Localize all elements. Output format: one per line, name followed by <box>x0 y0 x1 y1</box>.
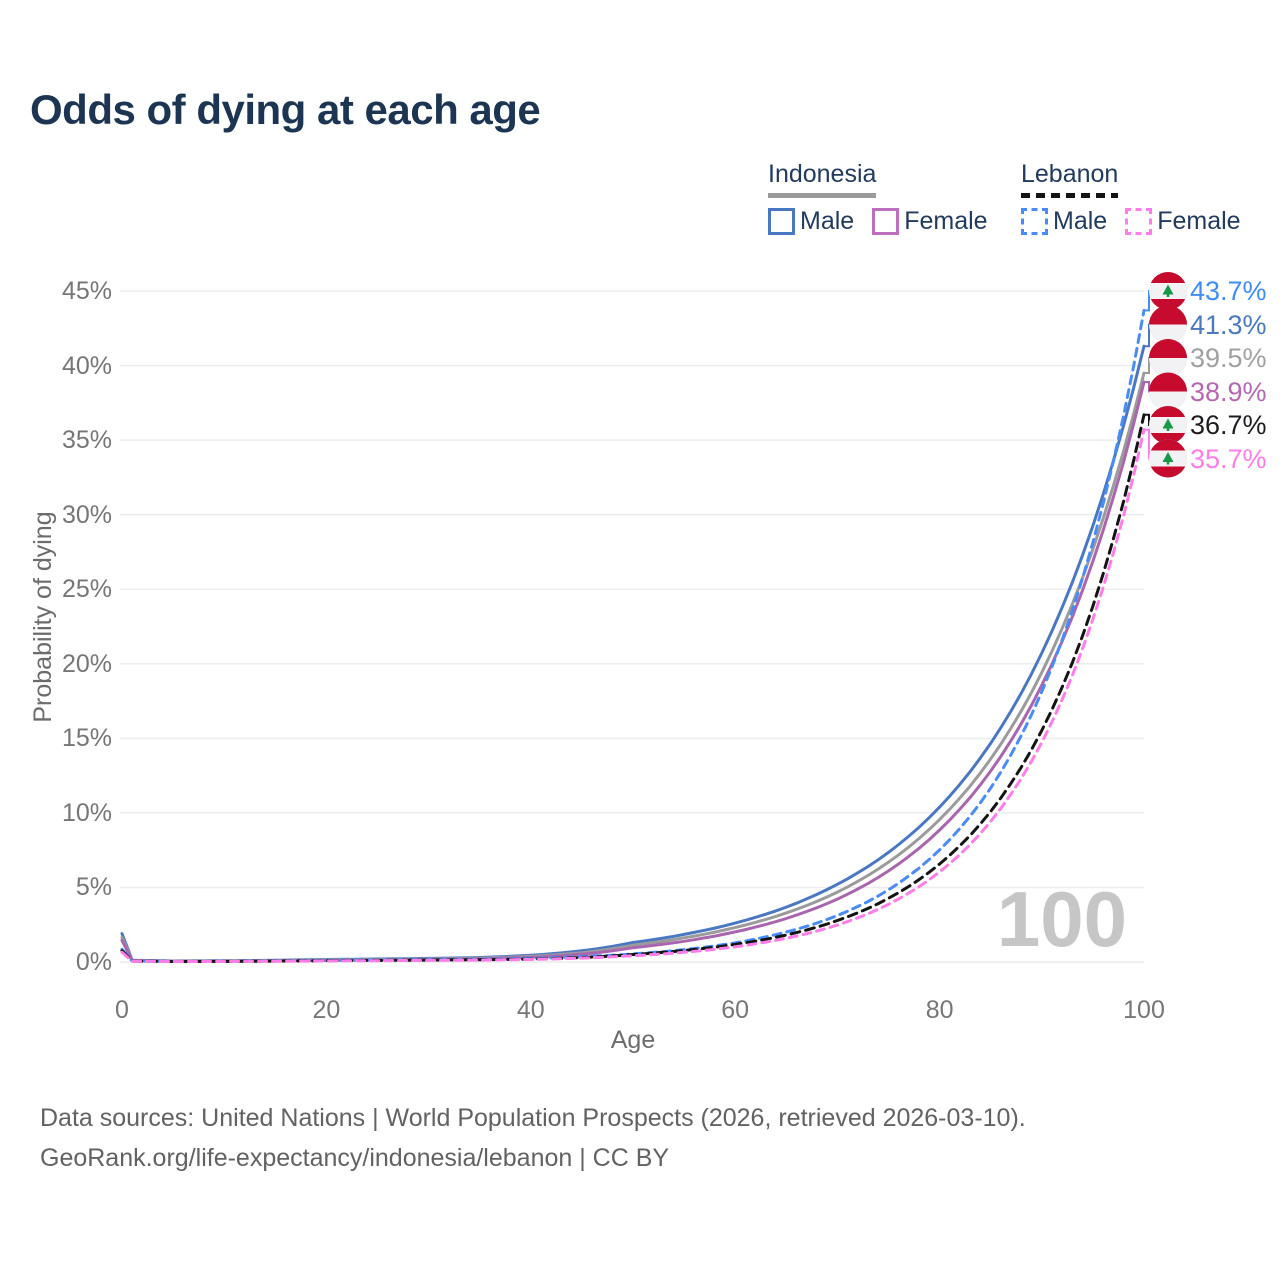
flag-icon-indonesia <box>1149 339 1187 377</box>
y-tick-label: 45% <box>61 277 112 305</box>
watermark-max-age: 100 <box>996 875 1127 963</box>
y-tick-label: 10% <box>61 798 112 827</box>
legend-label-lebanon-female: Female <box>1157 207 1241 235</box>
legend-swatch-lebanon-male[interactable] <box>1021 208 1048 235</box>
flag-icon-lebanon <box>1149 272 1187 310</box>
cedar-icon <box>1162 284 1174 297</box>
series-line-indonesia-male[interactable] <box>120 344 1146 963</box>
series-line-lebanon-male[interactable] <box>120 308 1146 963</box>
end-label-value: 41.3% <box>1190 309 1267 340</box>
y-tick-label: 0% <box>75 948 112 976</box>
end-label-value: 35.7% <box>1190 443 1267 474</box>
y-tick-label: 35% <box>61 426 112 455</box>
end-label-value: 38.9% <box>1190 376 1267 407</box>
y-tick-label: 30% <box>61 500 112 529</box>
end-label-value: 39.5% <box>1190 343 1267 373</box>
x-axis-title: Age <box>610 1026 656 1054</box>
y-tick-label: 25% <box>61 575 112 604</box>
flag-icon-lebanon <box>1149 439 1187 478</box>
legend-country-label: Indonesia <box>768 160 877 188</box>
legend-country-lebanon[interactable]: Lebanon <box>1021 160 1119 198</box>
legend-group-indonesia: Indonesia Male Female <box>768 160 1006 236</box>
series-line-lebanon-female[interactable] <box>120 428 1146 964</box>
x-tick-label: 60 <box>721 996 750 1024</box>
legend-label-indonesia-female: Female <box>904 207 988 235</box>
y-tick-label: 20% <box>61 649 112 678</box>
end-label-value: 43.7% <box>1190 276 1267 306</box>
series-line-indonesia-both-sexes[interactable] <box>120 371 1146 963</box>
flag-icon-lebanon <box>1149 406 1187 444</box>
flag-icon-indonesia <box>1149 305 1187 344</box>
y-tick-label: 5% <box>75 873 112 902</box>
legend-country-label: Lebanon <box>1021 160 1119 188</box>
legend-swatch-lebanon-female[interactable] <box>1125 208 1153 235</box>
legend-label-lebanon-male: Male <box>1053 207 1108 235</box>
flag-icon-indonesia <box>1149 372 1187 411</box>
footer-attribution: GeoRank.org/life-expectancy/indonesia/le… <box>40 1144 670 1172</box>
legend-country-indonesia[interactable]: Indonesia <box>768 160 877 198</box>
end-label-value: 36.7% <box>1190 410 1267 440</box>
x-tick-label: 100 <box>1123 996 1165 1024</box>
x-tick-label: 0 <box>115 996 129 1024</box>
cedar-icon <box>1162 418 1174 431</box>
x-tick-label: 80 <box>925 996 954 1024</box>
cedar-icon <box>1162 452 1174 465</box>
x-tick-label: 20 <box>312 996 341 1024</box>
legend-underline-dashed <box>1021 193 1119 198</box>
legend-swatch-indonesia-female[interactable] <box>872 208 900 235</box>
page-title: Odds of dying at each age <box>30 86 541 133</box>
legend-swatch-indonesia-male[interactable] <box>768 208 795 235</box>
legend-group-lebanon: Lebanon Male Female <box>1021 160 1259 236</box>
y-tick-label: 40% <box>61 351 112 380</box>
series-line-indonesia-female[interactable] <box>120 380 1146 963</box>
series-line-lebanon-both-sexes[interactable] <box>120 413 1146 963</box>
x-tick-label: 40 <box>516 996 545 1024</box>
footer-data-sources: Data sources: United Nations | World Pop… <box>40 1104 1026 1132</box>
y-tick-label: 15% <box>61 724 112 753</box>
legend-label-indonesia-male: Male <box>800 207 855 235</box>
legend-underline-solid <box>768 193 877 198</box>
